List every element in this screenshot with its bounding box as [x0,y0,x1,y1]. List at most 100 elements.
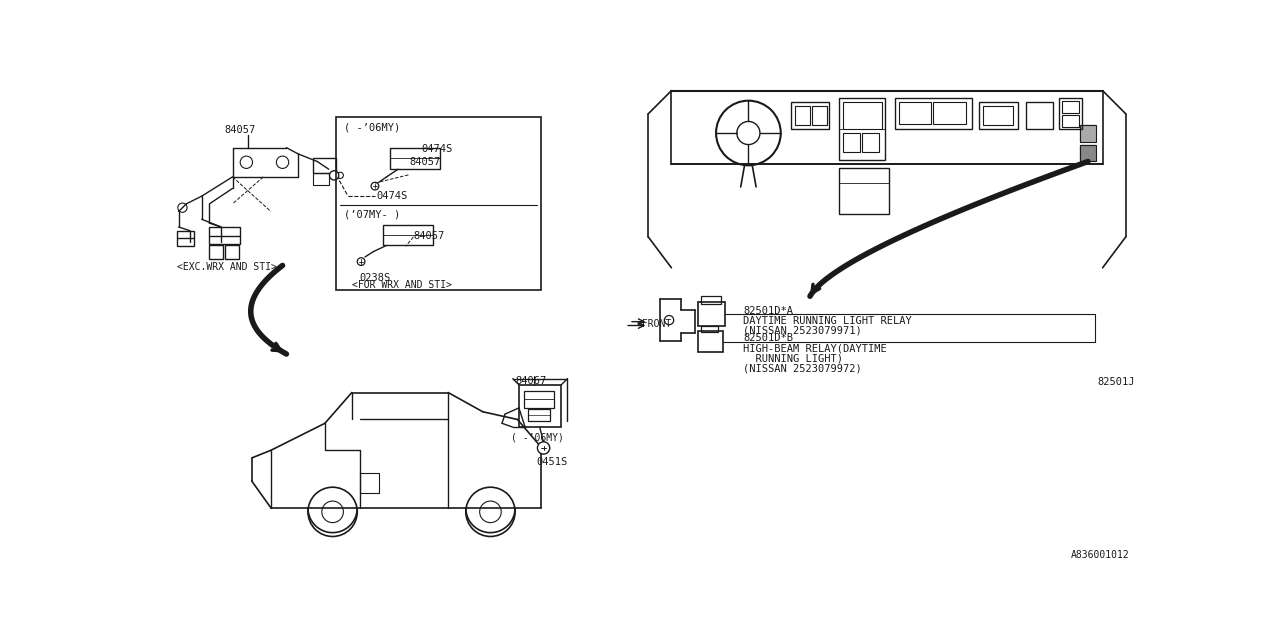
Bar [314,173,329,184]
Polygon shape [1091,133,1094,137]
Bar [337,117,540,290]
Bar [210,244,223,259]
Bar [812,106,827,125]
Text: RUNNING LIGHT): RUNNING LIGHT) [742,353,844,364]
Bar [933,102,965,124]
Bar [518,385,562,427]
Polygon shape [1087,133,1091,137]
Text: <FRONT: <FRONT [636,319,672,330]
Polygon shape [367,481,371,485]
Bar [844,133,860,152]
Polygon shape [364,485,367,489]
Bar [791,102,829,129]
Text: ( -’06MY): ( -’06MY) [344,123,401,133]
Bar [844,102,882,129]
Polygon shape [1079,137,1083,141]
Bar [863,133,879,152]
Polygon shape [1083,133,1087,137]
Polygon shape [1079,125,1083,129]
Bar [899,102,931,124]
Polygon shape [1083,125,1087,129]
Bar [840,99,886,160]
Text: <EXC.WRX AND STI>: <EXC.WRX AND STI> [177,262,276,271]
Text: A836001012: A836001012 [1071,550,1129,561]
Polygon shape [1087,137,1091,141]
Bar [360,474,379,493]
Bar [1062,101,1079,113]
Polygon shape [1087,152,1091,156]
Text: DAYTIME RUNNING LIGHT RELAY: DAYTIME RUNNING LIGHT RELAY [742,316,911,326]
Circle shape [538,442,549,454]
Polygon shape [371,477,375,481]
Bar [314,157,337,173]
Polygon shape [1079,156,1083,160]
Text: ( -’06MY): ( -’06MY) [511,433,564,442]
Bar [383,225,433,245]
Polygon shape [1083,148,1087,152]
Bar [840,168,890,214]
Polygon shape [1083,129,1087,133]
Bar [1025,102,1052,129]
Polygon shape [375,489,379,493]
Circle shape [357,258,365,266]
Text: 0474S: 0474S [421,144,452,154]
Bar [701,326,718,332]
Polygon shape [367,489,371,493]
Polygon shape [1087,145,1091,148]
Polygon shape [360,489,364,493]
Text: 0238S: 0238S [360,273,390,283]
Bar [241,339,563,531]
Polygon shape [360,481,364,485]
Polygon shape [1083,156,1087,160]
Polygon shape [1091,137,1094,141]
Polygon shape [1091,152,1094,156]
Text: 84057: 84057 [225,125,256,134]
Bar [1079,125,1097,142]
Polygon shape [1079,152,1083,156]
Text: 82501D*A: 82501D*A [742,307,794,316]
Bar [1079,145,1097,161]
Polygon shape [1087,129,1091,133]
Polygon shape [1087,125,1091,129]
Polygon shape [371,485,375,489]
Circle shape [371,182,379,190]
Bar [795,106,810,125]
Text: 84057: 84057 [413,231,444,241]
Bar [699,331,723,353]
Bar [225,244,238,259]
Polygon shape [1091,129,1094,133]
Bar [1059,99,1082,129]
Text: 0474S: 0474S [376,191,408,201]
Text: 84067: 84067 [515,376,547,385]
Bar [983,106,1012,125]
Polygon shape [1091,156,1094,160]
Bar [701,296,722,304]
Text: 82501D*B: 82501D*B [742,333,794,343]
Text: 0451S: 0451S [536,457,567,467]
Polygon shape [1083,145,1087,148]
Polygon shape [1079,133,1083,137]
Text: 82501J: 82501J [1097,377,1134,387]
Polygon shape [1087,148,1091,152]
Bar [895,99,972,129]
Text: 84057: 84057 [410,157,440,167]
Polygon shape [375,481,379,485]
Text: (NISSAN 2523079971): (NISSAN 2523079971) [742,326,861,335]
Bar [390,148,440,169]
Bar [1062,115,1079,127]
Polygon shape [367,474,371,477]
Bar [529,410,549,421]
Polygon shape [1079,145,1083,148]
Polygon shape [364,477,367,481]
Polygon shape [375,474,379,477]
Polygon shape [1079,129,1083,133]
Polygon shape [1091,145,1094,148]
Polygon shape [1083,152,1087,156]
Polygon shape [1083,137,1087,141]
Bar [177,231,195,246]
Polygon shape [360,474,364,477]
Polygon shape [1091,148,1094,152]
Text: (NISSAN 2523079972): (NISSAN 2523079972) [742,364,861,373]
Bar [699,303,726,326]
Text: <FOR WRX AND STI>: <FOR WRX AND STI> [352,280,452,290]
